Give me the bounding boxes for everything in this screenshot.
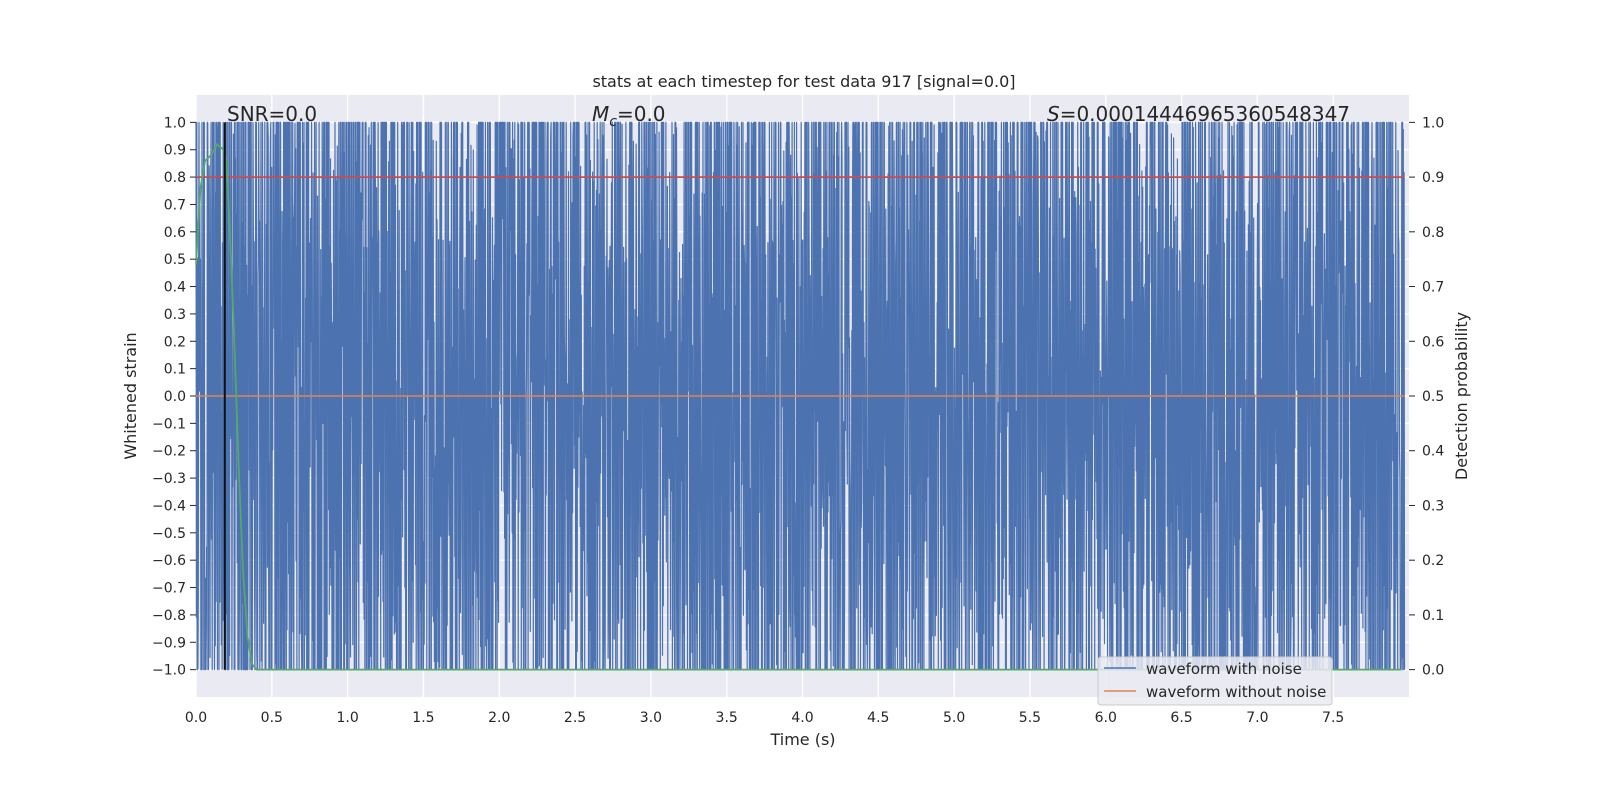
x-tick-label: 5.5 — [1019, 710, 1041, 726]
y-tick-label: 1.0 — [164, 115, 186, 131]
x-tick-label: 2.5 — [564, 710, 586, 726]
x-tick-label: 1.5 — [412, 710, 434, 726]
y-tick-label: 0.1 — [164, 362, 186, 378]
x-axis-label: Time (s) — [769, 730, 835, 749]
chirp-mass-value: =0.0 — [617, 102, 666, 126]
y2-tick-label: 0.3 — [1422, 498, 1444, 514]
x-tick-label: 7.5 — [1322, 710, 1344, 726]
y-tick-label: 0.8 — [164, 170, 186, 186]
x-tick-label: 3.5 — [716, 710, 738, 726]
y-tick-label: −0.1 — [152, 416, 186, 432]
s-symbol: S — [1047, 102, 1060, 126]
series-detection-probability — [195, 142, 1402, 671]
legend-label-clean: waveform without noise — [1146, 683, 1326, 701]
x-tick-label: 6.0 — [1095, 710, 1117, 726]
y2-tick-label: 0.9 — [1422, 170, 1444, 186]
chirp-mass-annotation: Mc=0.0 — [592, 102, 666, 130]
probability-trace — [195, 142, 1402, 671]
legend: waveform with noise waveform without noi… — [1097, 656, 1333, 706]
y-tick-label: 0.0 — [164, 389, 186, 405]
y-tick-label: −0.4 — [152, 498, 186, 514]
y-tick-label: −0.5 — [152, 526, 186, 542]
legend-label-noise: waveform with noise — [1146, 660, 1302, 678]
x-tick-label: 5.0 — [943, 710, 965, 726]
y-tick-label: −0.8 — [152, 608, 186, 624]
x-tick-label: 4.0 — [791, 710, 813, 726]
x-tick-label: 3.0 — [640, 710, 662, 726]
y-tick-label: −0.9 — [152, 635, 186, 651]
noise-trace — [195, 121, 1406, 671]
s-annotation: S=0.00014446965360548347 — [1047, 102, 1350, 126]
x-tick-label: 2.0 — [488, 710, 510, 726]
y2-tick-label: 0.5 — [1422, 389, 1444, 405]
x-tick-label: 4.5 — [867, 710, 889, 726]
y-tick-label: 0.2 — [164, 334, 186, 350]
y2-tick-label: 1.0 — [1422, 115, 1444, 131]
y-tick-label: 0.6 — [164, 225, 186, 241]
series-waveform-with-noise — [195, 121, 1406, 671]
snr-annotation: SNR=0.0 — [227, 102, 317, 126]
y-axis-ticks: 1.0 0.9 0.8 0.7 0.6 0.5 0.4 0.3 0.2 0.1 0.0 −0.1 −0.… — [152, 115, 196, 679]
chart-title: stats at each timestep for test data 917… — [592, 72, 1015, 91]
y2-tick-label: 0.1 — [1422, 608, 1444, 624]
x-tick-label: 0.5 — [261, 710, 283, 726]
y-tick-label: 0.9 — [164, 143, 186, 159]
y-tick-label: −0.7 — [152, 581, 186, 597]
chirp-mass-symbol: M — [592, 102, 609, 126]
x-tick-label: 0.0 — [185, 710, 207, 726]
y-axis-label: Whitened strain — [121, 332, 140, 459]
y2-tick-label: 0.6 — [1422, 334, 1444, 350]
s-value: =0.00014446965360548347 — [1060, 102, 1350, 126]
y-tick-label: −0.3 — [152, 471, 186, 487]
legend-box — [1097, 656, 1333, 706]
x-axis-ticks: 0.0 0.5 1.0 1.5 2.0 2.5 3.0 3.5 4.0 4.5 5.0 5.5 6.0 6… — [185, 710, 1344, 726]
y-tick-label: −0.6 — [152, 553, 186, 569]
y2-tick-label: 0.2 — [1422, 553, 1444, 569]
y-tick-label: −1.0 — [152, 663, 186, 679]
x-tick-label: 6.5 — [1170, 710, 1192, 726]
y-tick-label: 0.5 — [164, 252, 186, 268]
y-tick-label: −0.2 — [152, 444, 186, 460]
y2-tick-label: 0.8 — [1422, 225, 1444, 241]
y2-tick-label: 0.4 — [1422, 444, 1444, 460]
y2-axis-label: Detection probability — [1452, 312, 1471, 480]
y-tick-label: 0.7 — [164, 197, 186, 213]
chirp-mass-subscript: c — [609, 114, 617, 130]
x-tick-label: 7.0 — [1246, 710, 1268, 726]
y-tick-label: 0.4 — [164, 280, 186, 296]
y2-axis-ticks: 1.0 0.9 0.8 0.7 0.6 0.5 0.4 0.3 0.2 0.1 0.0 — [1409, 115, 1444, 679]
y2-tick-label: 0.0 — [1422, 663, 1444, 679]
x-tick-label: 1.0 — [336, 710, 358, 726]
y-tick-label: 0.3 — [164, 307, 186, 323]
y2-tick-label: 0.7 — [1422, 280, 1444, 296]
